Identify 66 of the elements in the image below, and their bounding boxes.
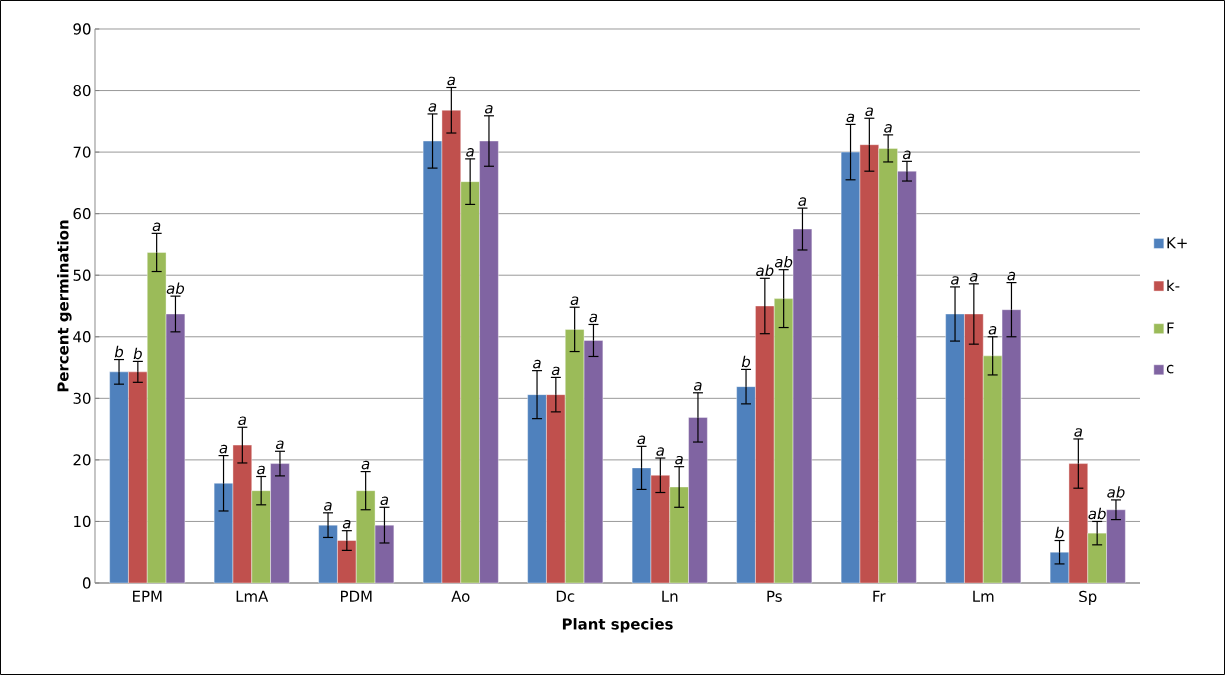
data-label: a (1007, 271, 1016, 281)
data-label: b (133, 347, 142, 360)
y-tick-label: 90 (73, 23, 91, 35)
y-tick-label: 10 (74, 515, 91, 528)
data-label: b (1055, 526, 1064, 539)
x-tick-label: EPM (133, 590, 162, 602)
y-tick-label: 20 (73, 454, 91, 466)
data-label: ab (1088, 507, 1106, 520)
y-tick-label: 0 (82, 577, 91, 589)
y-axis-title: Percent germination (57, 220, 72, 392)
x-axis-title: Plant species (562, 618, 673, 633)
data-label: a (694, 382, 702, 391)
y-tick-label: 40 (73, 331, 91, 343)
data-label: a (903, 150, 911, 160)
data-label: a (570, 296, 579, 306)
y-tick-label: 70 (73, 146, 91, 158)
x-tick-label: Lm (973, 590, 994, 602)
legend-label: c (1166, 364, 1174, 374)
y-tick-label: 30 (73, 392, 91, 404)
legend-label: F (1167, 322, 1174, 334)
data-label: a (969, 273, 978, 282)
data-label: a (865, 107, 873, 117)
data-label: ab (774, 255, 793, 268)
data-label: ab (1107, 486, 1125, 498)
data-label: a (656, 447, 664, 456)
data-label: a (276, 440, 284, 450)
data-label: a (324, 502, 332, 511)
data-label: a (988, 326, 997, 335)
data-label: a (798, 197, 807, 206)
data-label: a (675, 455, 683, 465)
x-tick-label: Sp (1079, 590, 1097, 605)
data-label: a (238, 416, 246, 426)
data-label: a (884, 124, 892, 133)
data-label: ab (756, 264, 774, 277)
data-label: a (485, 105, 493, 114)
data-label: a (637, 435, 646, 445)
data-label: b (741, 355, 751, 368)
x-tick-label: LmA (236, 590, 269, 602)
data-label: a (342, 519, 351, 529)
data-label: a (846, 113, 855, 123)
data-label: a (380, 496, 389, 506)
data-label: a (257, 465, 265, 475)
data-label: a (533, 359, 541, 369)
x-tick-label: Ao (451, 590, 470, 602)
x-tick-label: Fr (873, 590, 886, 602)
x-tick-label: PDM (341, 590, 372, 602)
legend-label: k- (1167, 279, 1180, 291)
x-tick-label: Ln (662, 590, 678, 602)
x-tick-label: Dc (556, 590, 575, 602)
data-label: b (114, 345, 124, 358)
data-label: a (428, 103, 437, 112)
y-tick-label: 80 (73, 84, 91, 97)
y-tick-label: 50 (73, 269, 91, 281)
data-label: a (447, 76, 455, 86)
data-label: a (361, 460, 370, 470)
data-label: a (589, 313, 598, 323)
data-label: ab (166, 282, 185, 294)
data-label: a (551, 366, 560, 376)
data-label: a (1074, 428, 1082, 437)
data-label: a (219, 444, 228, 454)
legend-label: K+ (1167, 237, 1187, 249)
data-label: a (951, 276, 959, 285)
y-tick-label: 60 (73, 208, 91, 220)
data-label: a (152, 222, 161, 232)
data-label: a (466, 148, 474, 157)
x-tick-label: Ps (767, 590, 782, 602)
